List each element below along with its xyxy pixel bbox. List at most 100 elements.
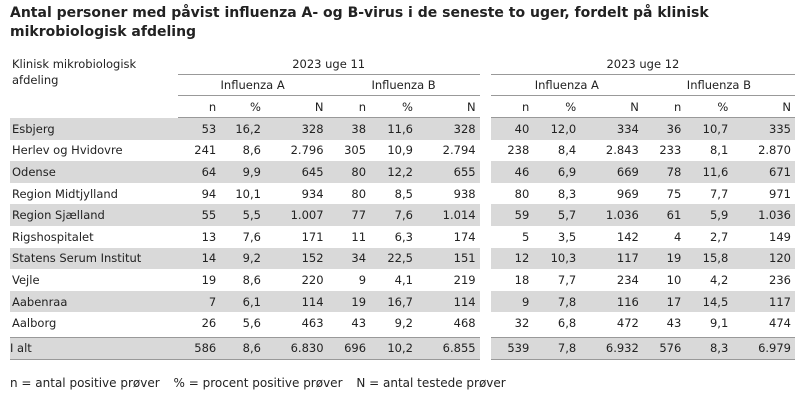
footnote-n: n = antal positive prøver <box>10 376 160 390</box>
table-cell: 120 <box>732 247 795 270</box>
table-cell: 26 <box>201 316 217 331</box>
table-cell: 233 <box>659 143 682 158</box>
table-row: Region Sjælland 55 5,5 1.007 77 7,6 1.014 59 5,7… <box>10 204 795 226</box>
table-cell: 7,6 <box>242 229 261 244</box>
table-cell: 4,2 <box>709 272 729 287</box>
table-cell: 238 <box>507 143 530 158</box>
table-cell: 696 <box>327 336 371 360</box>
table-cell: 2,7 <box>709 229 729 244</box>
table-cell: 80 <box>514 186 530 201</box>
header-row-weeks: Klinisk mikrobiologisk afdeling 2023 uge… <box>10 54 795 87</box>
table-cell: 16,2 <box>220 117 265 140</box>
table-cell: 22,5 <box>370 247 417 270</box>
table-cell: 8,6 <box>242 143 261 158</box>
table-cell: 55 <box>177 204 221 226</box>
row-name: Aabenraa <box>10 290 178 313</box>
table-cell: 10,2 <box>370 336 417 360</box>
table-cell: 10,1 <box>235 186 261 201</box>
table-cell: 586 <box>177 336 221 360</box>
table-body: Esbjerg 53 16,2 328 38 11,6 328 40 12,0 334 36 10,7… <box>10 117 795 360</box>
table-cell: 305 <box>344 143 367 158</box>
table-cell: 463 <box>301 316 324 331</box>
subcol-header: % <box>370 95 417 118</box>
table-cell: 2.794 <box>442 143 476 158</box>
group-header-w11-b: Influenza B <box>327 74 480 96</box>
subcol-header: % <box>220 95 265 118</box>
table-cell: 80 <box>351 186 367 201</box>
table-cell: 472 <box>616 316 639 331</box>
table-cell: 9 <box>490 290 534 313</box>
week-header-11: 2023 uge 11 <box>177 54 480 75</box>
table-cell: 6,9 <box>533 161 581 183</box>
table-cell: 1.036 <box>580 204 643 226</box>
table-row: Statens Serum Institut 14 9,2 152 34 22,5 151 1… <box>10 247 795 270</box>
table-cell: 36 <box>642 117 686 140</box>
row-name: Statens Serum Institut <box>10 247 178 270</box>
table-cell: 938 <box>453 186 476 201</box>
table-cell: 77 <box>327 204 371 226</box>
table-cell: 12,0 <box>533 117 581 140</box>
table-cell: 8,1 <box>709 143 729 158</box>
table-cell: 61 <box>642 204 686 226</box>
table-cell: 17 <box>642 290 686 313</box>
table-row: Aalborg 26 5,6 463 43 9,2 468 32 6,8 472 43 9,1 474 <box>10 312 795 334</box>
table-cell: 10 <box>666 272 682 287</box>
subcol-header: n <box>327 95 371 118</box>
table-cell: 117 <box>732 290 795 313</box>
subcol-header: N <box>264 95 328 118</box>
table-cell: 59 <box>490 204 534 226</box>
table-row: Esbjerg 53 16,2 328 38 11,6 328 40 12,0 334 36 10,7… <box>10 117 795 140</box>
subcol-header: N <box>732 95 795 118</box>
table-cell: 16,7 <box>370 290 417 313</box>
table-cell: 152 <box>264 247 328 270</box>
table-cell: 7 <box>177 290 221 313</box>
table-cell: 8,4 <box>557 143 577 158</box>
table-cell: 645 <box>264 161 328 183</box>
table-row: Vejle 19 8,6 220 9 4,1 219 18 7,7 234 10 4,2 236 <box>10 269 795 291</box>
table-cell: 15,8 <box>685 247 733 270</box>
table-cell: 971 <box>769 186 791 201</box>
table-cell: 174 <box>453 229 476 244</box>
table-cell: 14,5 <box>685 290 733 313</box>
table-cell: 328 <box>416 117 480 140</box>
subcol-header: % <box>533 95 581 118</box>
table-cell: 43 <box>666 316 682 331</box>
table-cell: 38 <box>327 117 371 140</box>
header-row-groups: Influenza A Influenza B Influenza A Infl… <box>10 74 795 96</box>
row-name: Vejle <box>12 272 40 287</box>
table-cell: 46 <box>490 161 534 183</box>
table-cell: 142 <box>616 229 639 244</box>
table-cell: 9,9 <box>220 161 265 183</box>
table-cell: 8,3 <box>685 336 733 360</box>
group-header-w12-a: Influenza A <box>490 74 643 96</box>
table-cell: 6,3 <box>394 229 413 244</box>
table-cell: 335 <box>732 117 795 140</box>
table-cell: 6.855 <box>416 336 480 360</box>
table-cell: 40 <box>490 117 534 140</box>
row-label-header: Klinisk mikrobiologisk afdeling <box>12 57 137 87</box>
table-cell: 11,6 <box>370 117 417 140</box>
table-cell: 80 <box>327 161 371 183</box>
table-cell: 13 <box>201 229 217 244</box>
table-cell: 1.007 <box>264 204 328 226</box>
table-row: Odense 64 9,9 645 80 12,2 655 46 6,9 669 78 11,6 671 <box>10 161 795 183</box>
table-cell: 8,3 <box>557 186 577 201</box>
table-cell: 9,2 <box>220 247 265 270</box>
table-cell: 53 <box>177 117 221 140</box>
table-cell: 220 <box>301 272 324 287</box>
row-name: Rigshospitalet <box>12 229 94 244</box>
table-cell: 7,6 <box>370 204 417 226</box>
table-cell: 2.796 <box>290 143 324 158</box>
table-cell: 468 <box>453 316 476 331</box>
table-cell: 6.979 <box>732 336 795 360</box>
table-cell: 9,2 <box>394 316 413 331</box>
table-cell: 328 <box>264 117 328 140</box>
table-cell: 3,5 <box>557 229 577 244</box>
table-cell: 539 <box>490 336 534 360</box>
table-cell: 19 <box>327 290 371 313</box>
footnote-N: N = antal testede prøver <box>356 376 506 390</box>
table-cell: 171 <box>301 229 324 244</box>
subcol-header: n <box>642 95 686 118</box>
table-cell: 219 <box>453 272 476 287</box>
